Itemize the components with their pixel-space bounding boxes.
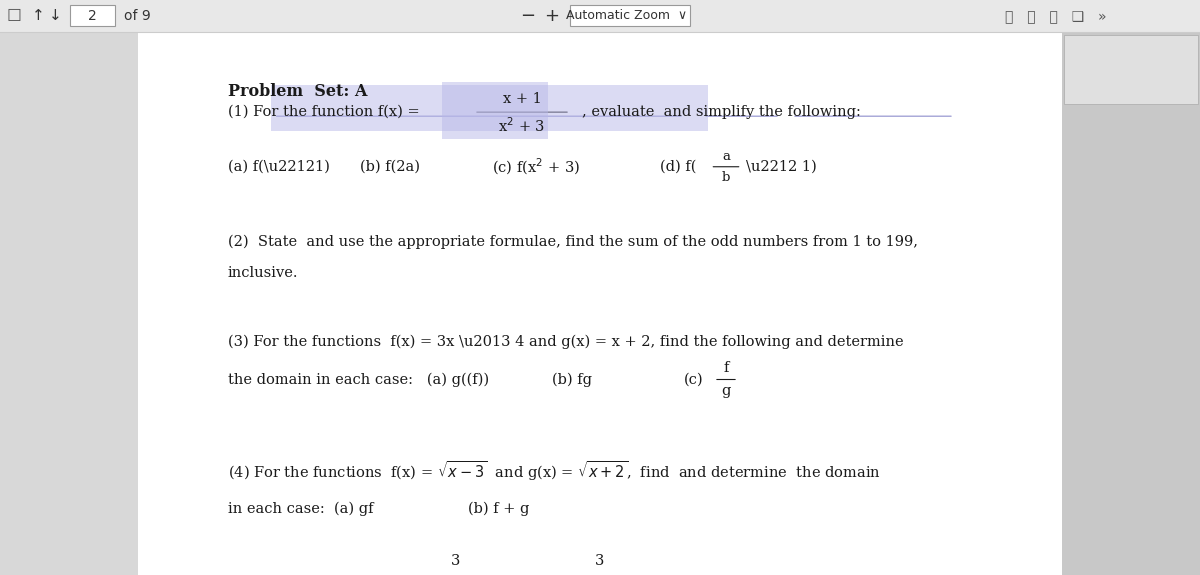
Text: ↓: ↓: [49, 8, 61, 24]
Text: (3) For the functions  f(x) = 3x \u2013 4 and g(x) = x + 2, find the following a: (3) For the functions f(x) = 3x \u2013 4…: [228, 335, 904, 350]
Text: (b) fg: (b) fg: [552, 372, 592, 387]
Text: ⎘ ⎙ ⎙ ❑ »: ⎘ ⎙ ⎙ ❑ »: [1006, 9, 1106, 23]
Text: (b) f(2a): (b) f(2a): [360, 160, 420, 174]
FancyBboxPatch shape: [271, 85, 708, 131]
Text: Problem  Set: A: Problem Set: A: [228, 83, 367, 101]
Text: 3: 3: [595, 554, 605, 568]
Text: g: g: [721, 384, 731, 398]
Text: (1) For the function f(x) =: (1) For the function f(x) =: [228, 105, 425, 119]
Text: (2)  State  and use the appropriate formulae, find the sum of the odd numbers fr: (2) State and use the appropriate formul…: [228, 234, 918, 249]
Text: the domain in each case:   (a) g((f)): the domain in each case: (a) g((f)): [228, 372, 490, 387]
Text: ↑: ↑: [32, 8, 44, 24]
FancyBboxPatch shape: [138, 32, 1062, 575]
Text: f: f: [724, 361, 728, 375]
Text: (4) For the functions  f(x) = $\sqrt{x-3}$  and g(x) = $\sqrt{x+2}$,  find  and : (4) For the functions f(x) = $\sqrt{x-3}…: [228, 459, 881, 484]
Text: x + 1: x + 1: [503, 92, 541, 106]
Text: (d) f(: (d) f(: [660, 160, 696, 174]
Text: \u2212 1): \u2212 1): [746, 160, 817, 174]
FancyBboxPatch shape: [70, 5, 115, 26]
FancyBboxPatch shape: [1064, 34, 1198, 104]
Text: of 9: of 9: [124, 9, 150, 23]
FancyBboxPatch shape: [0, 0, 1200, 32]
Text: −: −: [521, 7, 535, 25]
Text: +: +: [545, 7, 559, 25]
FancyBboxPatch shape: [1062, 32, 1200, 575]
FancyBboxPatch shape: [570, 5, 690, 26]
Text: b: b: [722, 171, 730, 183]
FancyBboxPatch shape: [442, 82, 548, 139]
Text: , evaluate  and simplify the following:: , evaluate and simplify the following:: [582, 105, 860, 119]
FancyBboxPatch shape: [1062, 32, 1200, 575]
Text: (b) f + g: (b) f + g: [468, 501, 529, 516]
Text: 3: 3: [451, 554, 461, 568]
Text: a: a: [722, 150, 730, 163]
FancyBboxPatch shape: [0, 32, 138, 575]
Text: Automatic Zoom  ∨: Automatic Zoom ∨: [566, 9, 686, 22]
Text: ☐: ☐: [7, 7, 22, 25]
Text: (c) f(x$^2$ + 3): (c) f(x$^2$ + 3): [492, 156, 581, 177]
Text: inclusive.: inclusive.: [228, 266, 299, 280]
Text: in each case:  (a) gf: in each case: (a) gf: [228, 501, 373, 516]
Text: (a) f(\u22121): (a) f(\u22121): [228, 160, 330, 174]
Text: 2: 2: [88, 9, 97, 23]
Text: (c): (c): [684, 373, 703, 386]
Text: x$^2$ + 3: x$^2$ + 3: [498, 116, 546, 135]
